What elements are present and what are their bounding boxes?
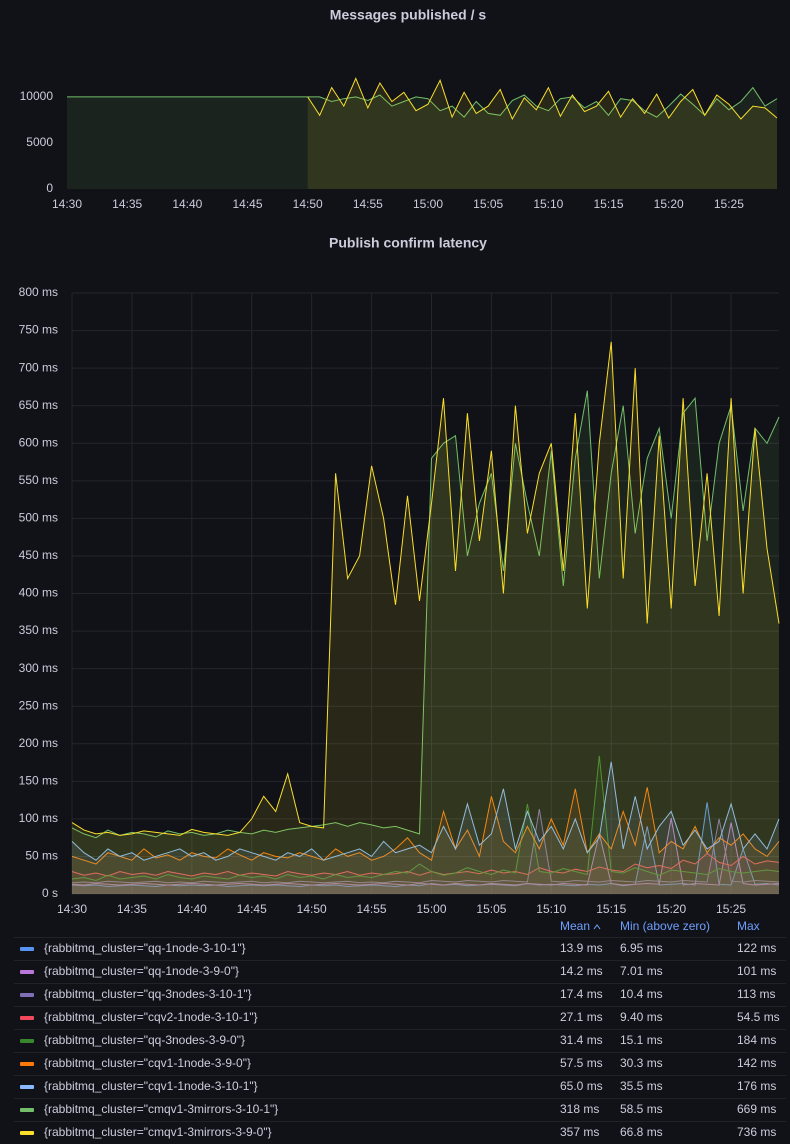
column-header[interactable]: Min (above zero) xyxy=(620,919,710,933)
legend-swatch xyxy=(20,993,34,997)
y-tick-label: 300 ms xyxy=(19,661,58,675)
legend-stat: 736 ms xyxy=(737,1125,776,1139)
legend-label[interactable]: {rabbitmq_cluster="qq-1node-3-10-1"} xyxy=(44,941,246,955)
legend-swatch xyxy=(20,1062,34,1066)
panel-title: Messages published / s xyxy=(330,7,487,23)
legend-swatch xyxy=(20,1131,34,1135)
panel-title: Publish confirm latency xyxy=(329,235,487,251)
x-tick-label: 15:20 xyxy=(656,902,686,916)
y-tick-label: 500 ms xyxy=(19,511,58,525)
x-tick-label: 14:40 xyxy=(172,197,202,211)
x-tick-label: 15:25 xyxy=(714,197,744,211)
x-tick-label: 15:00 xyxy=(416,902,446,916)
legend-swatch xyxy=(20,1108,34,1112)
y-tick-label: 250 ms xyxy=(19,698,58,712)
legend-stat: 176 ms xyxy=(737,1079,776,1093)
x-tick-label: 14:35 xyxy=(112,197,142,211)
legend-stat: 669 ms xyxy=(737,1102,776,1116)
x-tick-label: 15:25 xyxy=(716,902,746,916)
column-header[interactable]: Mean xyxy=(560,919,590,933)
y-tick-label: 200 ms xyxy=(19,736,58,750)
legend-stat: 65.0 ms xyxy=(560,1079,603,1093)
y-tick-label: 400 ms xyxy=(19,586,58,600)
sort-icon xyxy=(594,925,600,929)
legend-stat: 58.5 ms xyxy=(620,1102,663,1116)
x-tick-label: 15:05 xyxy=(476,902,506,916)
x-tick-label: 14:30 xyxy=(52,197,82,211)
x-tick-label: 14:35 xyxy=(117,902,147,916)
legend-label[interactable]: {rabbitmq_cluster="cqv1-1node-3-9-0"} xyxy=(44,1056,251,1070)
legend-stat: 54.5 ms xyxy=(737,1010,780,1024)
legend-stat: 113 ms xyxy=(737,987,775,1001)
legend-swatch xyxy=(20,1016,34,1020)
legend-label[interactable]: {rabbitmq_cluster="cmqv1-3mirrors-3-10-1… xyxy=(44,1102,278,1116)
legend-swatch xyxy=(20,1039,34,1043)
legend-stat: 66.8 ms xyxy=(620,1125,663,1139)
legend-label[interactable]: {rabbitmq_cluster="qq-3nodes-3-10-1"} xyxy=(44,987,252,1001)
legend-stat: 10.4 ms xyxy=(620,987,663,1001)
x-tick-label: 14:30 xyxy=(57,902,87,916)
legend-stat: 17.4 ms xyxy=(560,987,603,1001)
column-header[interactable]: Max xyxy=(737,919,760,933)
y-tick-label: 0 s xyxy=(42,886,58,900)
x-tick-label: 15:15 xyxy=(594,197,624,211)
y-tick-label: 150 ms xyxy=(19,773,58,787)
legend-label[interactable]: {rabbitmq_cluster="cqv2-1node-3-10-1"} xyxy=(44,1010,258,1024)
series-area xyxy=(308,78,777,189)
legend-stat: 142 ms xyxy=(737,1056,776,1070)
legend-swatch xyxy=(20,970,34,974)
y-tick-label: 50 ms xyxy=(25,849,58,863)
legend-stat: 14.2 ms xyxy=(560,964,603,978)
legend-stat: 30.3 ms xyxy=(620,1056,663,1070)
y-tick-label: 450 ms xyxy=(19,548,58,562)
y-tick-label: 600 ms xyxy=(19,435,58,449)
y-tick-label: 350 ms xyxy=(19,623,58,637)
legend-stat: 35.5 ms xyxy=(620,1079,663,1093)
x-tick-label: 15:20 xyxy=(654,197,684,211)
legend-stat: 15.1 ms xyxy=(620,1033,663,1047)
x-tick-label: 14:45 xyxy=(232,197,262,211)
legend-stat: 27.1 ms xyxy=(560,1010,603,1024)
legend-label[interactable]: {rabbitmq_cluster="cmqv1-3mirrors-3-9-0"… xyxy=(44,1125,272,1139)
x-tick-label: 14:40 xyxy=(177,902,207,916)
x-tick-label: 15:10 xyxy=(533,197,563,211)
y-tick-label: 800 ms xyxy=(19,285,58,299)
y-tick-label: 5000 xyxy=(26,135,53,149)
x-tick-label: 14:50 xyxy=(297,902,327,916)
y-tick-label: 700 ms xyxy=(19,360,58,374)
legend-stat: 357 ms xyxy=(560,1125,599,1139)
series-area xyxy=(72,342,779,894)
legend-swatch xyxy=(20,947,34,951)
x-tick-label: 15:15 xyxy=(596,902,626,916)
x-tick-label: 14:55 xyxy=(353,197,383,211)
legend-label[interactable]: {rabbitmq_cluster="cqv1-1node-3-10-1"} xyxy=(44,1079,258,1093)
legend-stat: 13.9 ms xyxy=(560,941,603,955)
y-tick-label: 650 ms xyxy=(19,398,58,412)
x-tick-label: 15:10 xyxy=(536,902,566,916)
x-tick-label: 14:55 xyxy=(357,902,387,916)
legend-label[interactable]: {rabbitmq_cluster="qq-3nodes-3-9-0"} xyxy=(44,1033,245,1047)
y-tick-label: 0 xyxy=(46,181,53,195)
legend-stat: 9.40 ms xyxy=(620,1010,663,1024)
legend-stat: 31.4 ms xyxy=(560,1033,603,1047)
legend-stat: 122 ms xyxy=(737,941,776,955)
legend-stat: 6.95 ms xyxy=(620,941,663,955)
x-tick-label: 15:00 xyxy=(413,197,443,211)
legend-swatch xyxy=(20,1085,34,1089)
legend-stat: 184 ms xyxy=(737,1033,776,1047)
x-tick-label: 14:45 xyxy=(237,902,267,916)
legend-stat: 101 ms xyxy=(737,964,776,978)
y-tick-label: 10000 xyxy=(20,89,54,103)
legend-stat: 57.5 ms xyxy=(560,1056,603,1070)
legend-stat: 7.01 ms xyxy=(620,964,663,978)
y-tick-label: 550 ms xyxy=(19,473,58,487)
x-tick-label: 14:50 xyxy=(293,197,323,211)
x-tick-label: 15:05 xyxy=(473,197,503,211)
y-tick-label: 750 ms xyxy=(19,323,58,337)
y-tick-label: 100 ms xyxy=(19,811,58,825)
legend-stat: 318 ms xyxy=(560,1102,599,1116)
legend-label[interactable]: {rabbitmq_cluster="qq-1node-3-9-0"} xyxy=(44,964,239,978)
